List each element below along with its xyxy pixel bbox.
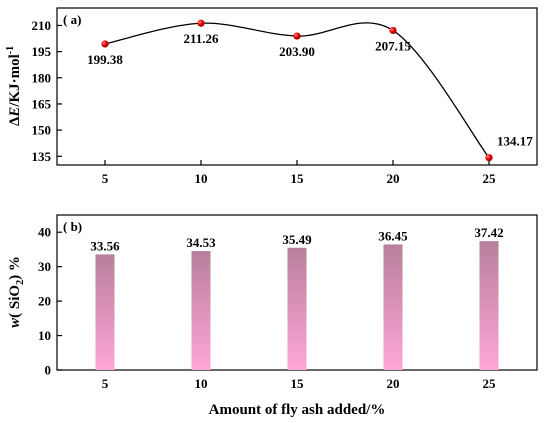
panel-a-data-label: 207.15 [375,38,411,53]
panel-b-label: ( b) [63,219,82,234]
panel-b-bar [95,254,115,370]
panel-b-data-label: 36.45 [378,228,408,243]
panel-a-data-labels: 199.38 211.26 203.90 207.15 134.17 [87,31,533,148]
panel-a-data-point [197,19,205,27]
panel-b-y-tick-label: 0 [45,363,52,378]
panel-a-y-tick-label: 165 [32,96,52,111]
panel-a-ylabel-e: E [7,107,23,118]
panel-b-x-tick-label: 25 [483,376,497,391]
panel-b-ylabel-end: ) % [7,256,23,280]
panel-a-points [101,19,493,162]
panel-a-data-point [101,40,109,48]
panel-a-curve [104,22,490,159]
panel-b-y-tick-label: 30 [38,259,51,274]
panel-a: ( a) 135 150 165 180 195 210 5 10 15 20 25 199.38… [5,7,538,186]
panel-b-data-label: 34.53 [186,235,216,250]
panel-b-data-label: 35.49 [282,232,312,247]
panel-b-bar [383,244,403,370]
panel-a-y-tick-label: 210 [32,18,52,33]
panel-b-y-tick-label: 40 [38,225,51,240]
panel-b-bar [287,247,307,370]
panel-b-x-tick-label: 5 [102,376,109,391]
panel-b-ylabel-sub: 2 [15,280,26,285]
panel-b-ylabel-w: w [7,317,23,328]
panel-a-y-tick-label: 135 [32,149,52,164]
panel-b-x-tick-label: 10 [195,376,208,391]
panel-a-data-point [485,154,493,162]
panel-a-data-label: 211.26 [183,31,219,46]
panel-b-x-tick-label: 15 [291,376,305,391]
panel-a-y-tick-label: 195 [32,44,52,59]
panel-b-x-axis-title: Amount of fly ash added/% [209,402,386,418]
panel-a-x-tick-label: 25 [483,171,497,186]
panel-a-data-label: 134.17 [497,134,533,149]
panel-a-ylabel-unit: /KJ·mol [7,54,23,108]
panel-a-data-label: 199.38 [87,52,123,67]
panel-b-x-tick-label: 20 [387,376,400,391]
panel-a-label: ( a) [63,12,81,27]
panel-a-y-tick-label: 150 [32,123,52,138]
panel-b-bar [479,241,499,370]
panel-a-ylabel-sup: -1 [5,46,16,54]
panel-a-y-ticks: 135 150 165 180 195 210 [32,18,62,164]
panel-a-frame [56,7,538,166]
panel-a-x-tick-label: 20 [387,171,400,186]
panel-b-bar [191,251,211,370]
panel-b-y-axis-title: w( SiO2) % [7,256,26,328]
panel-a-y-tick-label: 180 [32,70,52,85]
panel-b-data-labels: 33.56 34.53 35.49 36.45 37.42 [90,225,503,253]
panel-a-y-axis-title: ΔE/KJ·mol-1 [5,46,23,126]
panel-b-data-label: 37.42 [474,225,503,240]
panel-a-x-tick-label: 5 [102,171,109,186]
panel-b-data-label: 33.56 [90,238,120,253]
panel-a-data-label: 203.90 [279,44,315,59]
panel-a-ylabel-delta: Δ [7,116,23,126]
panel-a-x-ticks: 5 10 15 20 25 [102,160,496,186]
panel-b-y-tick-label: 10 [38,328,51,343]
panel-b-bars [95,241,499,370]
panel-b-y-ticks: 0 10 20 30 40 [38,225,62,378]
panel-a-data-point [389,26,397,35]
panel-a-data-point [293,32,301,40]
panel-a-x-tick-label: 15 [291,171,305,186]
panel-a-x-tick-label: 10 [195,171,208,186]
panel-b: ( b) 0 10 20 30 40 5 10 15 20 25 33.56 34.53 35.49… [7,214,538,418]
panel-b-ylabel-mid: ( SiO [7,285,23,318]
panel-b-y-tick-label: 20 [38,294,51,309]
